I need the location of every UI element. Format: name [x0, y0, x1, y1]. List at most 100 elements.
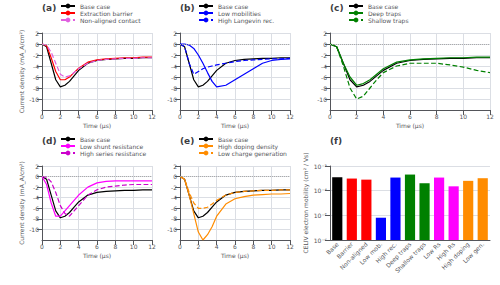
svg-text:Time (μs): Time (μs) — [395, 122, 424, 130]
svg-text:0: 0 — [328, 113, 332, 120]
svg-text:8: 8 — [251, 243, 255, 250]
svg-text:12: 12 — [286, 113, 294, 120]
svg-text:12: 12 — [148, 243, 156, 250]
svg-text:-6: -6 — [321, 74, 327, 81]
svg-text:-2: -2 — [33, 184, 39, 191]
svg-text:Low gen.: Low gen. — [461, 240, 486, 265]
svg-text:0: 0 — [35, 41, 39, 48]
svg-text:8: 8 — [113, 113, 117, 120]
svg-text:0: 0 — [35, 173, 39, 180]
svg-text:(f): (f) — [330, 136, 342, 146]
svg-text:4: 4 — [215, 243, 219, 250]
svg-text:0: 0 — [323, 41, 327, 48]
svg-text:Time (μs): Time (μs) — [220, 252, 249, 260]
svg-text:2: 2 — [173, 163, 177, 170]
svg-text:-10: -10 — [167, 96, 177, 103]
svg-text:10⁻⁶: 10⁻⁶ — [314, 237, 328, 244]
svg-text:6: 6 — [95, 113, 99, 120]
svg-text:(c): (c) — [330, 3, 344, 13]
svg-text:10: 10 — [460, 113, 468, 120]
svg-text:2: 2 — [35, 163, 39, 170]
svg-text:Low mobilities: Low mobilities — [218, 10, 261, 17]
svg-text:0: 0 — [173, 173, 177, 180]
svg-text:Base case: Base case — [368, 3, 399, 10]
svg-text:10⁻⁵: 10⁻⁵ — [314, 212, 328, 219]
svg-text:Current density (mA_A/cm²): Current density (mA_A/cm²) — [18, 161, 26, 245]
svg-text:2: 2 — [58, 113, 62, 120]
svg-text:0: 0 — [40, 243, 44, 250]
svg-text:2: 2 — [173, 30, 177, 37]
svg-text:Base case: Base case — [218, 136, 249, 143]
svg-text:-2: -2 — [171, 52, 177, 59]
svg-text:8: 8 — [251, 113, 255, 120]
svg-text:-6: -6 — [171, 205, 177, 212]
svg-text:4: 4 — [77, 113, 81, 120]
svg-text:-8: -8 — [321, 85, 327, 92]
svg-text:-8: -8 — [171, 215, 177, 222]
svg-text:(e): (e) — [180, 136, 194, 146]
svg-text:Low shunt resistance: Low shunt resistance — [80, 143, 144, 150]
svg-text:-4: -4 — [171, 63, 177, 70]
svg-text:-8: -8 — [33, 215, 39, 222]
svg-text:-8: -8 — [171, 85, 177, 92]
svg-text:-2: -2 — [171, 184, 177, 191]
svg-text:Base case: Base case — [80, 3, 111, 10]
svg-text:-8: -8 — [33, 85, 39, 92]
svg-text:12: 12 — [286, 243, 294, 250]
svg-text:-6: -6 — [171, 74, 177, 81]
svg-text:High Langevin rec.: High Langevin rec. — [218, 17, 274, 25]
svg-text:Base case: Base case — [218, 3, 249, 10]
svg-text:4: 4 — [77, 243, 81, 250]
svg-text:Low charge generation: Low charge generation — [218, 150, 287, 158]
svg-text:CELIV electron mobility (cm² /: CELIV electron mobility (cm² / Vs) — [302, 153, 310, 254]
svg-text:2: 2 — [35, 30, 39, 37]
svg-text:-4: -4 — [321, 63, 327, 70]
svg-text:Time (μs): Time (μs) — [82, 122, 111, 130]
svg-text:Shallow traps: Shallow traps — [368, 17, 409, 25]
svg-text:6: 6 — [95, 243, 99, 250]
svg-text:2: 2 — [58, 243, 62, 250]
svg-text:10: 10 — [130, 243, 138, 250]
svg-text:-6: -6 — [33, 74, 39, 81]
svg-text:High series resistance: High series resistance — [80, 150, 146, 158]
svg-text:0: 0 — [40, 113, 44, 120]
svg-text:Shallow traps: Shallow traps — [393, 241, 427, 275]
svg-text:2: 2 — [355, 113, 359, 120]
svg-text:4: 4 — [215, 113, 219, 120]
svg-text:12: 12 — [148, 113, 156, 120]
svg-text:0: 0 — [173, 41, 177, 48]
svg-text:2: 2 — [323, 30, 327, 37]
svg-text:8: 8 — [113, 243, 117, 250]
svg-text:0: 0 — [178, 243, 182, 250]
svg-text:-10: -10 — [29, 226, 39, 233]
svg-text:-10: -10 — [167, 226, 177, 233]
svg-text:10: 10 — [268, 113, 276, 120]
svg-text:(a): (a) — [42, 3, 56, 13]
svg-text:2: 2 — [196, 243, 200, 250]
svg-text:Current density (mA_A/cm²): Current density (mA_A/cm²) — [18, 30, 26, 114]
svg-text:8: 8 — [435, 113, 439, 120]
svg-text:-4: -4 — [33, 63, 39, 70]
svg-text:6: 6 — [233, 243, 237, 250]
svg-text:Time (μs): Time (μs) — [220, 122, 249, 130]
svg-text:-2: -2 — [321, 52, 327, 59]
svg-text:4: 4 — [381, 113, 385, 120]
svg-text:-10: -10 — [29, 96, 39, 103]
svg-text:6: 6 — [233, 113, 237, 120]
svg-text:Non-aligned contact: Non-aligned contact — [80, 17, 141, 25]
svg-text:2: 2 — [196, 113, 200, 120]
svg-text:0: 0 — [178, 113, 182, 120]
svg-text:-10: -10 — [317, 96, 327, 103]
svg-text:10: 10 — [130, 113, 138, 120]
svg-text:Extraction barrier: Extraction barrier — [80, 10, 133, 17]
svg-text:(d): (d) — [42, 136, 57, 146]
svg-text:Time (μs): Time (μs) — [82, 252, 111, 260]
svg-text:6: 6 — [408, 113, 412, 120]
svg-text:10⁻³: 10⁻³ — [314, 163, 328, 170]
svg-text:-4: -4 — [33, 194, 39, 201]
svg-text:12: 12 — [486, 113, 494, 120]
svg-text:10: 10 — [268, 243, 276, 250]
svg-text:-4: -4 — [171, 194, 177, 201]
svg-text:-2: -2 — [33, 52, 39, 59]
svg-text:Base case: Base case — [80, 136, 111, 143]
